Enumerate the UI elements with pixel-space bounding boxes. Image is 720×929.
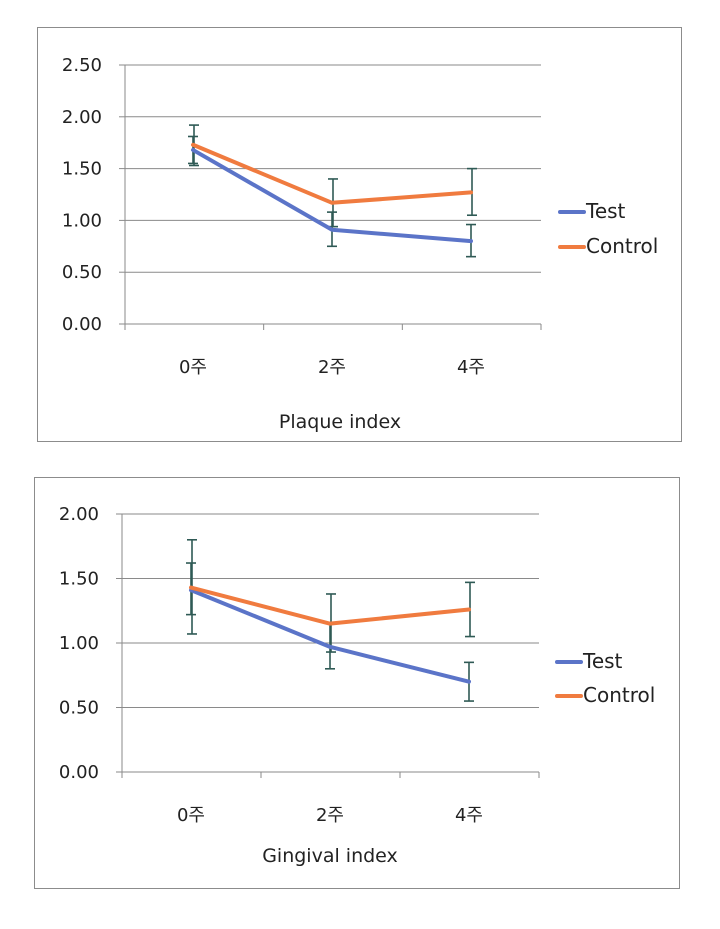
x-tick-label: 2주 (318, 357, 346, 378)
x-axis-title: Gingival index (262, 845, 398, 867)
legend-label-test: Test (582, 649, 623, 673)
series-line-control (189, 585, 471, 626)
x-tick-label: 4주 (455, 805, 483, 826)
y-tick-label: 1.50 (62, 159, 102, 180)
y-tick-label: 2.00 (59, 504, 99, 525)
series-line-control (191, 142, 473, 205)
plaque-index-chart: 0.00 0.50 1.00 1.50 2.00 2.50 0주 2주 4주 Plaque ind… (62, 55, 658, 433)
gingival-index-chart-panel: 0.00 0.50 1.00 1.50 2.00 0주 2주 4주 Gingival index… (34, 477, 680, 889)
series-line-test (189, 588, 471, 684)
legend-label-control: Control (583, 683, 655, 707)
y-tick-label: 2.00 (62, 107, 102, 128)
y-tick-label: 0.00 (59, 762, 99, 783)
y-tick-label: 1.00 (62, 210, 102, 231)
y-tick-label: 0.50 (62, 262, 102, 283)
gingival-index-chart: 0.00 0.50 1.00 1.50 2.00 0주 2주 4주 Gingival index… (59, 504, 655, 867)
x-axis-title: Plaque index (279, 411, 401, 433)
y-tick-label: 1.00 (59, 633, 99, 654)
y-tick-label: 0.00 (62, 314, 102, 335)
legend-label-control: Control (586, 234, 658, 258)
x-tick-label: 0주 (179, 357, 207, 378)
plaque-index-chart-panel: 0.00 0.50 1.00 1.50 2.00 2.50 0주 2주 4주 Plaque ind… (37, 27, 682, 442)
legend-label-test: Test (585, 199, 626, 223)
x-tick-label: 0주 (177, 805, 205, 826)
x-tick-label: 2주 (316, 805, 344, 826)
series-line-test (191, 147, 473, 244)
y-tick-label: 0.50 (59, 698, 99, 719)
y-tick-label: 2.50 (62, 55, 102, 76)
x-tick-label: 4주 (457, 357, 485, 378)
y-tick-label: 1.50 (59, 569, 99, 590)
